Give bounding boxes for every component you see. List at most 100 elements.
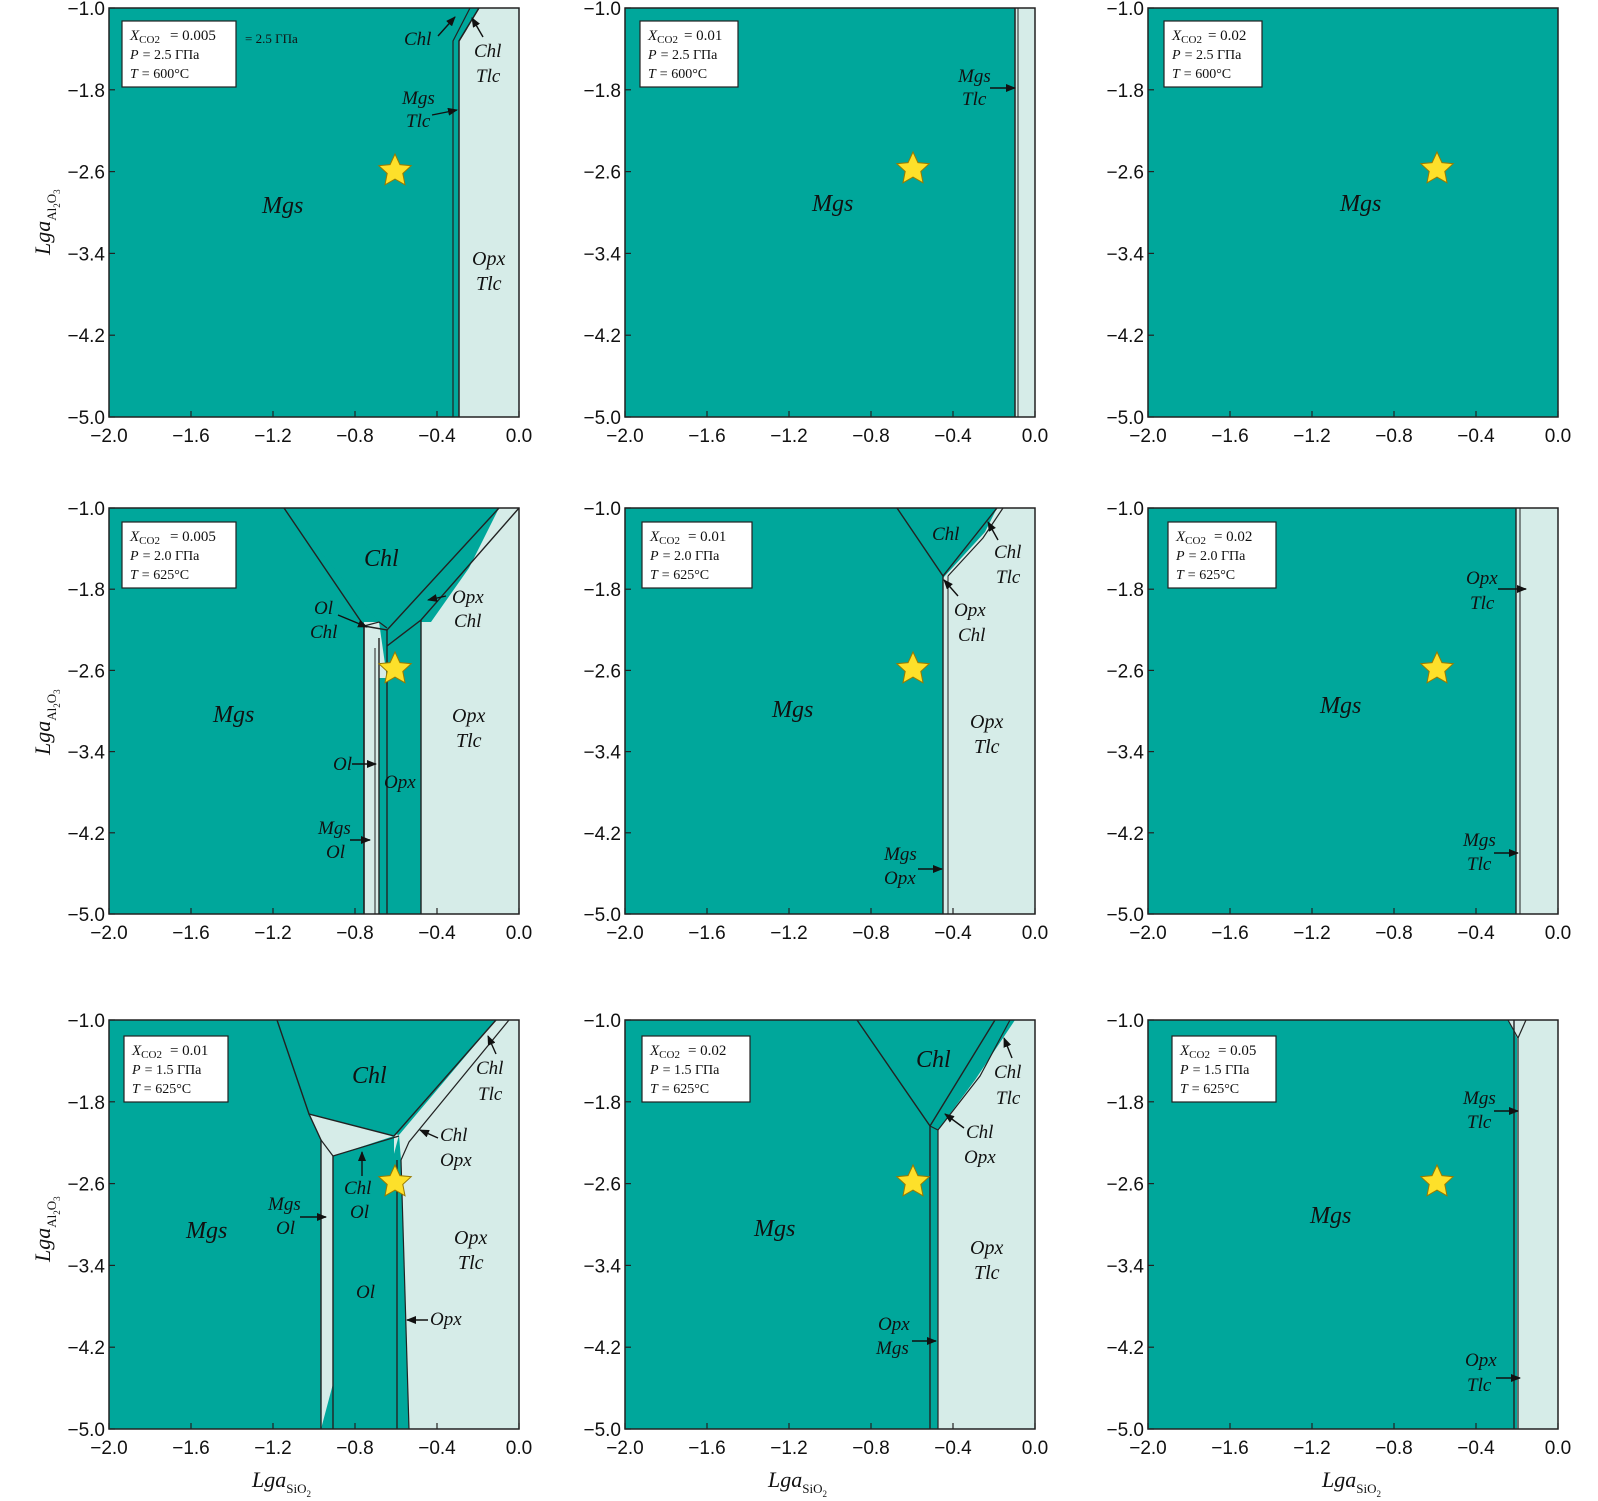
svg-text:XCO2= 0.005: XCO2 = 0.005 [129,28,216,46]
y-tick-label: −1.0 [1106,1011,1144,1032]
x-tick-label: 0.0 [1545,426,1571,447]
label-mgs-tlc-1: Mgs [1462,830,1496,851]
y-tick-label: −4.2 [583,326,621,347]
y-tick-label: −4.2 [583,824,621,845]
x-tick-label: 0.0 [1022,426,1048,447]
x-tick-label: −0.4 [418,426,456,447]
light-field [1516,508,1558,914]
y-tick-label: −5.0 [67,905,105,926]
label-opx-chl-2: Chl [958,625,985,646]
svg-text:XCO2= 0.01: XCO2 = 0.01 [649,529,726,547]
y-tick-label: −3.4 [67,1256,105,1277]
x-tick-label: −1.2 [770,426,808,447]
label-ol: Ol [356,1282,375,1303]
x-tick-label: −2.0 [90,1438,128,1459]
label-mgs: Mgs [771,697,813,723]
x-tick-label: −1.2 [770,923,808,944]
panel-5 [624,507,1036,915]
x-tick-label: −0.4 [934,426,972,447]
chl-field [284,508,499,622]
y-axis-title: LgaAl2O3 [30,189,62,256]
y-tick-label: −2.6 [583,163,621,184]
x-tick-label: 0.0 [1022,923,1048,944]
svg-text:LgaSiO2: LgaSiO2 [1321,1467,1381,1499]
field-labels: Mgs Chl Chl Tlc Mgs Tlc Opx Tlc Mgs Mgs … [185,16,1527,1396]
y-tick-label: −5.0 [583,1420,621,1441]
label-mgs-tlc-2: Tlc [962,89,987,110]
chl-field [897,508,997,574]
svg-text:P= 1.5 ГПа: P = 1.5 ГПа [131,1063,202,1078]
label-opx-mgs-2: Mgs [875,1338,909,1359]
x-tick-label: −1.6 [688,923,726,944]
info-box: XCO2 = 0.01 P = 2.5 ГПа T = 600°C [639,20,739,88]
x-tick-label: −0.8 [1375,1438,1413,1459]
x-tick-label: −2.0 [606,923,644,944]
y-tick-label: −2.6 [67,1175,105,1196]
plot-frame [108,1019,520,1430]
label-mgs: Mgs [1309,1203,1351,1229]
light-field [309,1020,519,1429]
label-ol-chl-2: Chl [310,622,337,643]
label-ol-chl-1: Ol [314,598,333,619]
svg-text:T= 600°C: T = 600°C [648,67,707,82]
y-tick-label: −3.4 [67,743,105,764]
label-chl-opx-2: Opx [440,1150,472,1171]
label-chl-opx-1: Chl [966,1122,993,1143]
y-tick-label: −2.6 [583,661,621,682]
x-tick-label: −1.6 [1211,923,1249,944]
x-tick-label: −1.6 [688,1438,726,1459]
label-opx-chl-2: Chl [454,611,481,632]
x-tick-label: −0.4 [418,1438,456,1459]
label-chl-tlc-2: Tlc [996,567,1021,588]
label-mgs-opx-1: Mgs [883,844,917,865]
label-mgs-ol-1: Mgs [267,1194,301,1215]
boundary-line [452,7,471,417]
info-box: XCO2 = 0.02 P = 2.0 ГПа T = 625°C [1167,521,1277,589]
y-tick-label: −1.8 [583,580,621,601]
y-tick-label: −4.2 [67,824,105,845]
tick-labels: −1.0−1.8−2.6−3.4−4.2−5.0−2.0 −1.6 −1.2 −0.8… [67,0,1571,1459]
y-tick-label: −3.4 [1106,244,1144,265]
y-tick-label: −5.0 [583,408,621,429]
svg-text:P= 2.0 ГПа: P = 2.0 ГПа [649,549,720,564]
label-mgs-tlc-1: Mgs [1462,1088,1496,1109]
svg-text:LgaAl2O3: LgaAl2O3 [30,189,62,256]
chl-field [277,1020,496,1136]
x-tick-label: −0.8 [336,426,374,447]
x-tick-label: 0.0 [1022,1438,1048,1459]
x-tick-label: −0.4 [1457,1438,1495,1459]
y-axis-title: LgaAl2O3 [30,1196,62,1263]
label-opx-tlc-2: Tlc [974,1262,1000,1284]
plot-frame [624,7,1036,418]
x-tick-label: −2.0 [606,426,644,447]
label-mgs: Mgs [261,193,303,219]
label-ol: Ol [333,754,352,775]
label-opx-tlc-1: Opx [452,705,485,727]
label-mgs-tlc-2: Tlc [406,111,431,132]
label-chl-ol-2: Ol [350,1202,369,1223]
label-opx-tlc-2: Tlc [1467,1375,1492,1396]
svg-text:T= 625°C: T = 625°C [1180,1082,1239,1097]
light-field [1015,8,1035,417]
label-chl-opx-2: Opx [964,1147,996,1168]
light-field [459,8,519,417]
label-opx-tlc-2: Tlc [476,273,502,295]
x-tick-label: −1.2 [254,1438,292,1459]
svg-text:P= 2.5 ГПа: P = 2.5 ГПа [1171,48,1242,63]
label-mgs: Mgs [185,1218,227,1244]
label-opx-tlc-1: Opx [970,711,1003,733]
y-tick-label: −3.4 [67,244,105,265]
label-chl: Chl [364,546,399,572]
y-tick-label: −1.8 [583,81,621,102]
y-tick-label: −4.2 [1106,326,1144,347]
label-mgs: Mgs [1339,191,1381,217]
x-tick-label: −1.2 [1293,1438,1331,1459]
label-chl-opx-1: Chl [440,1125,467,1146]
y-tick-label: −4.2 [67,326,105,347]
svg-text:XCO2= 0.02: XCO2 = 0.02 [1171,28,1246,46]
x-tick-label: −2.0 [90,426,128,447]
label-opx-chl-1: Opx [452,587,484,608]
y-axis-title: LgaAl2O3 [30,689,62,756]
y-tick-label: −1.0 [583,499,621,520]
